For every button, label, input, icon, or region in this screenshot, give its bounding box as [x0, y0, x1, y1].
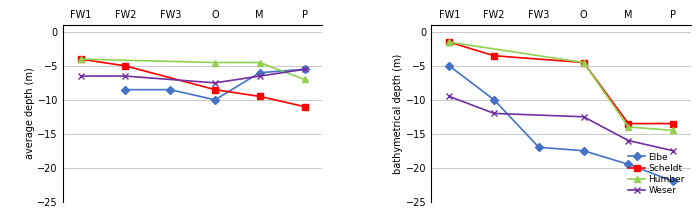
Weser	[300, 68, 309, 71]
Weser	[579, 116, 588, 118]
Scheldt	[579, 61, 588, 64]
Scheldt	[211, 88, 219, 91]
Scheldt	[669, 122, 677, 125]
Humber	[624, 126, 632, 128]
Humber	[211, 61, 219, 64]
Weser	[77, 75, 85, 77]
Line: Weser: Weser	[78, 67, 307, 86]
Line: Humber: Humber	[447, 39, 676, 133]
Elbe	[579, 150, 588, 152]
Elbe	[211, 98, 219, 101]
Scheldt	[490, 54, 498, 57]
Elbe	[445, 65, 454, 67]
Humber	[579, 61, 588, 64]
Scheldt	[255, 95, 264, 98]
Elbe	[255, 71, 264, 74]
Elbe	[300, 68, 309, 71]
Line: Weser: Weser	[447, 94, 676, 154]
Line: Elbe: Elbe	[447, 63, 676, 184]
Humber	[300, 78, 309, 81]
Weser	[445, 95, 454, 98]
Humber	[255, 61, 264, 64]
Humber	[77, 58, 85, 60]
Weser	[121, 75, 130, 77]
Scheldt	[77, 58, 85, 60]
Elbe	[490, 98, 498, 101]
Humber	[445, 41, 454, 43]
Weser	[211, 82, 219, 84]
Elbe	[535, 146, 543, 149]
Elbe	[624, 163, 632, 165]
Line: Elbe: Elbe	[123, 67, 307, 103]
Y-axis label: average depth (m): average depth (m)	[24, 68, 35, 159]
Legend: Elbe, Scheldt, Humber, Weser: Elbe, Scheldt, Humber, Weser	[627, 151, 687, 197]
Elbe	[669, 180, 677, 182]
Weser	[255, 75, 264, 77]
Weser	[490, 112, 498, 115]
Line: Scheldt: Scheldt	[78, 56, 307, 109]
Scheldt	[121, 65, 130, 67]
Elbe	[121, 88, 130, 91]
Elbe	[166, 88, 174, 91]
Scheldt	[445, 41, 454, 43]
Weser	[624, 139, 632, 142]
Line: Scheldt: Scheldt	[447, 39, 676, 126]
Weser	[669, 150, 677, 152]
Line: Humber: Humber	[78, 56, 307, 82]
Scheldt	[624, 122, 632, 125]
Humber	[669, 129, 677, 132]
Scheldt	[300, 105, 309, 108]
Y-axis label: bathymetrical depth (m): bathymetrical depth (m)	[393, 53, 403, 173]
